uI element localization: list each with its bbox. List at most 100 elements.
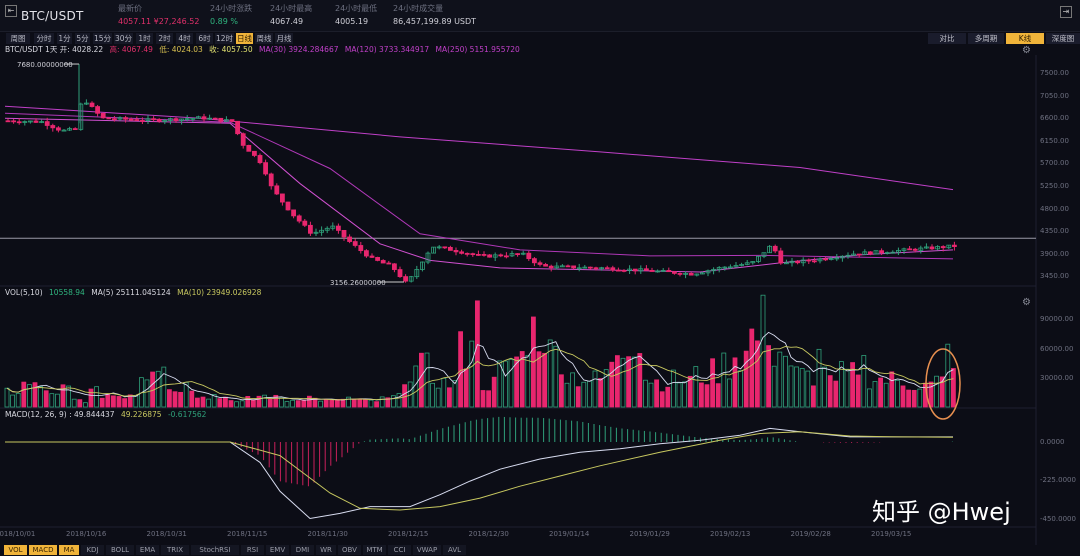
price-axis-tick: 6600.00 — [1040, 114, 1069, 123]
macd-dif: MACD(12, 26, 9) : 49.844437 — [5, 410, 115, 419]
date-axis-tick: 2018/10/01 — [0, 530, 36, 538]
collapse-right-icon[interactable]: ⇥ — [1060, 6, 1072, 18]
stat-value: 4067.49 — [270, 17, 304, 26]
indicator-tab-macd[interactable]: MACD — [29, 545, 57, 555]
svg-text:3156.26000000: 3156.26000000 — [330, 279, 386, 287]
date-axis-tick: 2018/10/31 — [146, 530, 187, 538]
ohlc-high: 高: 4067.49 — [109, 45, 153, 54]
volume-legend: VOL(5,10) 10558.94 MA(5) 25111.045124 MA… — [5, 288, 265, 298]
macd-legend: MACD(12, 26, 9) : 49.844437 49.226875 -0… — [5, 410, 210, 420]
price-axis-tick: 4350.00 — [1040, 227, 1069, 236]
stat-0: 最新价 4057.11 ¥27,246.52 — [118, 4, 199, 28]
pair-title: BTC/USDT — [21, 9, 84, 23]
interval-分时[interactable]: 分时 — [34, 33, 54, 44]
date-axis-tick: 2018/10/16 — [66, 530, 107, 538]
indicator-tab-boll[interactable]: BOLL — [106, 545, 134, 555]
indicator-tab-emv[interactable]: EMV — [266, 545, 289, 555]
indicator-tab-wr[interactable]: WR — [316, 545, 336, 555]
date-axis-tick: 2019/02/28 — [790, 530, 831, 538]
stat-label: 24小时最低 — [335, 4, 378, 13]
stat-4: 24小时成交量 86,457,199.89 USDT — [393, 4, 476, 28]
interval-12时[interactable]: 12时 — [215, 33, 234, 44]
price-pane: 7680.00000000 3156.26000000 — [0, 61, 1036, 287]
indicator-tab-dmi[interactable]: DMI — [291, 545, 314, 555]
price-settings-gear-icon[interactable]: ⚙ — [1022, 45, 1031, 56]
ohlc-open: BTC/USDT 1天 开: 4028.22 — [5, 45, 104, 54]
stat-1: 24小时涨跌 0.89 % — [210, 4, 252, 28]
indicator-tab-rsi[interactable]: RSI — [241, 545, 264, 555]
price-axis-tick: 3900.00 — [1040, 249, 1069, 258]
date-axis-tick: 2018/12/15 — [388, 530, 429, 538]
view-tab-深度图[interactable]: 深度图 — [1046, 33, 1080, 44]
date-axis-tick: 2018/11/30 — [307, 530, 348, 538]
interval-周图[interactable]: 周图 — [6, 33, 30, 44]
date-axis-tick: 2018/12/30 — [468, 530, 509, 538]
indicator-tab-avl[interactable]: AVL — [443, 545, 466, 555]
interval-30分[interactable]: 30分 — [114, 33, 133, 44]
stat-value: 0.89 % — [210, 17, 238, 26]
watermark: 知乎 @Hwej — [872, 498, 1011, 526]
interval-月线[interactable]: 月线 — [275, 33, 293, 44]
macd-axis-tick: -225.0000 — [1040, 476, 1076, 485]
indicator-tab-mtm[interactable]: MTM — [363, 545, 386, 555]
vol-ma5: MA(5) 25111.045124 — [91, 288, 171, 297]
stat-label: 最新价 — [118, 4, 142, 13]
macd-pane — [5, 416, 954, 520]
view-tab-对比[interactable]: 对比 — [928, 33, 966, 44]
interval-toolbar: 周图 分时 1分 5分 15分 30分 1时 2时 4时 6时 12时 日线 周线 月线 — [0, 33, 1080, 45]
stat-value: 86,457,199.89 USDT — [393, 17, 477, 26]
interval-1时[interactable]: 1时 — [136, 33, 153, 44]
vol-label: VOL(5,10) — [5, 288, 43, 297]
view-tab-K线[interactable]: K线 — [1006, 33, 1044, 44]
date-axis-tick: 2019/01/29 — [629, 530, 670, 538]
stat-value: 4057.11 ¥27,246.52 — [118, 17, 200, 26]
indicator-tab-ma[interactable]: MA — [59, 545, 79, 555]
date-axis-tick: 2019/01/14 — [549, 530, 590, 538]
macd-axis-tick: 0.0000 — [1040, 438, 1065, 446]
interval-周线[interactable]: 周线 — [255, 33, 273, 44]
volume-pane — [4, 294, 956, 408]
price-axis-tick: 5700.00 — [1040, 159, 1069, 168]
collapse-left-icon[interactable]: ⇤ — [5, 5, 17, 17]
view-tab-多周期[interactable]: 多周期 — [968, 33, 1004, 44]
price-axis-tick: 7500.00 — [1040, 69, 1069, 78]
price-axis-tick: 4800.00 — [1040, 204, 1069, 213]
svg-text:7680.00000000: 7680.00000000 — [17, 61, 73, 69]
volume-axis-tick: 90000.00 — [1040, 315, 1074, 324]
macd-dea: 49.226875 — [120, 410, 162, 419]
indicator-tab-vwap[interactable]: VWAP — [413, 545, 441, 555]
highlight-circle — [925, 348, 961, 420]
indicator-tab-cci[interactable]: CCI — [388, 545, 411, 555]
price-axis-tick: 5250.00 — [1040, 182, 1069, 191]
indicator-tab-trix[interactable]: TRIX — [161, 545, 189, 555]
interval-5分[interactable]: 5分 — [75, 33, 90, 44]
volume-axis-tick: 30000.00 — [1040, 373, 1074, 382]
stat-3: 24小时最低 4005.19 — [335, 4, 377, 28]
indicator-tab-vol[interactable]: VOL — [4, 545, 27, 555]
indicator-tab-stochrsi[interactable]: StochRSI — [191, 545, 239, 555]
interval-15分[interactable]: 15分 — [93, 33, 112, 44]
date-axis-tick: 2018/11/15 — [227, 530, 268, 538]
indicator-tab-kdj[interactable]: KDJ — [81, 545, 104, 555]
ohlc-low: 低: 4024.03 — [159, 45, 203, 54]
volume-settings-gear-icon[interactable]: ⚙ — [1022, 297, 1031, 308]
stat-label: 24小时涨跌 — [210, 4, 253, 13]
stat-value: 4005.19 — [335, 17, 369, 26]
stat-label: 24小时最高 — [270, 4, 313, 13]
interval-2时[interactable]: 2时 — [156, 33, 173, 44]
volume-axis-tick: 60000.00 — [1040, 344, 1074, 353]
indicator-tabs: VOL MACD MA KDJ BOLL EMA TRIX StochRSI RSI EMV DMI… — [0, 545, 1080, 556]
macd-hist: -0.617562 — [167, 410, 207, 419]
ohlc-close: 收: 4057.50 — [209, 45, 253, 54]
macd-axis-tick: -450.0000 — [1040, 514, 1076, 523]
price-axis-tick: 7050.00 — [1040, 91, 1069, 100]
interval-日线[interactable]: 日线 — [236, 33, 253, 44]
interval-6时[interactable]: 6时 — [196, 33, 213, 44]
ma120-value: MA(120) 3733.344917 — [344, 45, 430, 54]
vol-ma10: MA(10) 23949.026928 — [177, 288, 262, 297]
interval-1分[interactable]: 1分 — [57, 33, 72, 44]
interval-4时[interactable]: 4时 — [176, 33, 193, 44]
indicator-tab-ema[interactable]: EMA — [136, 545, 159, 555]
indicator-tab-obv[interactable]: OBV — [338, 545, 361, 555]
